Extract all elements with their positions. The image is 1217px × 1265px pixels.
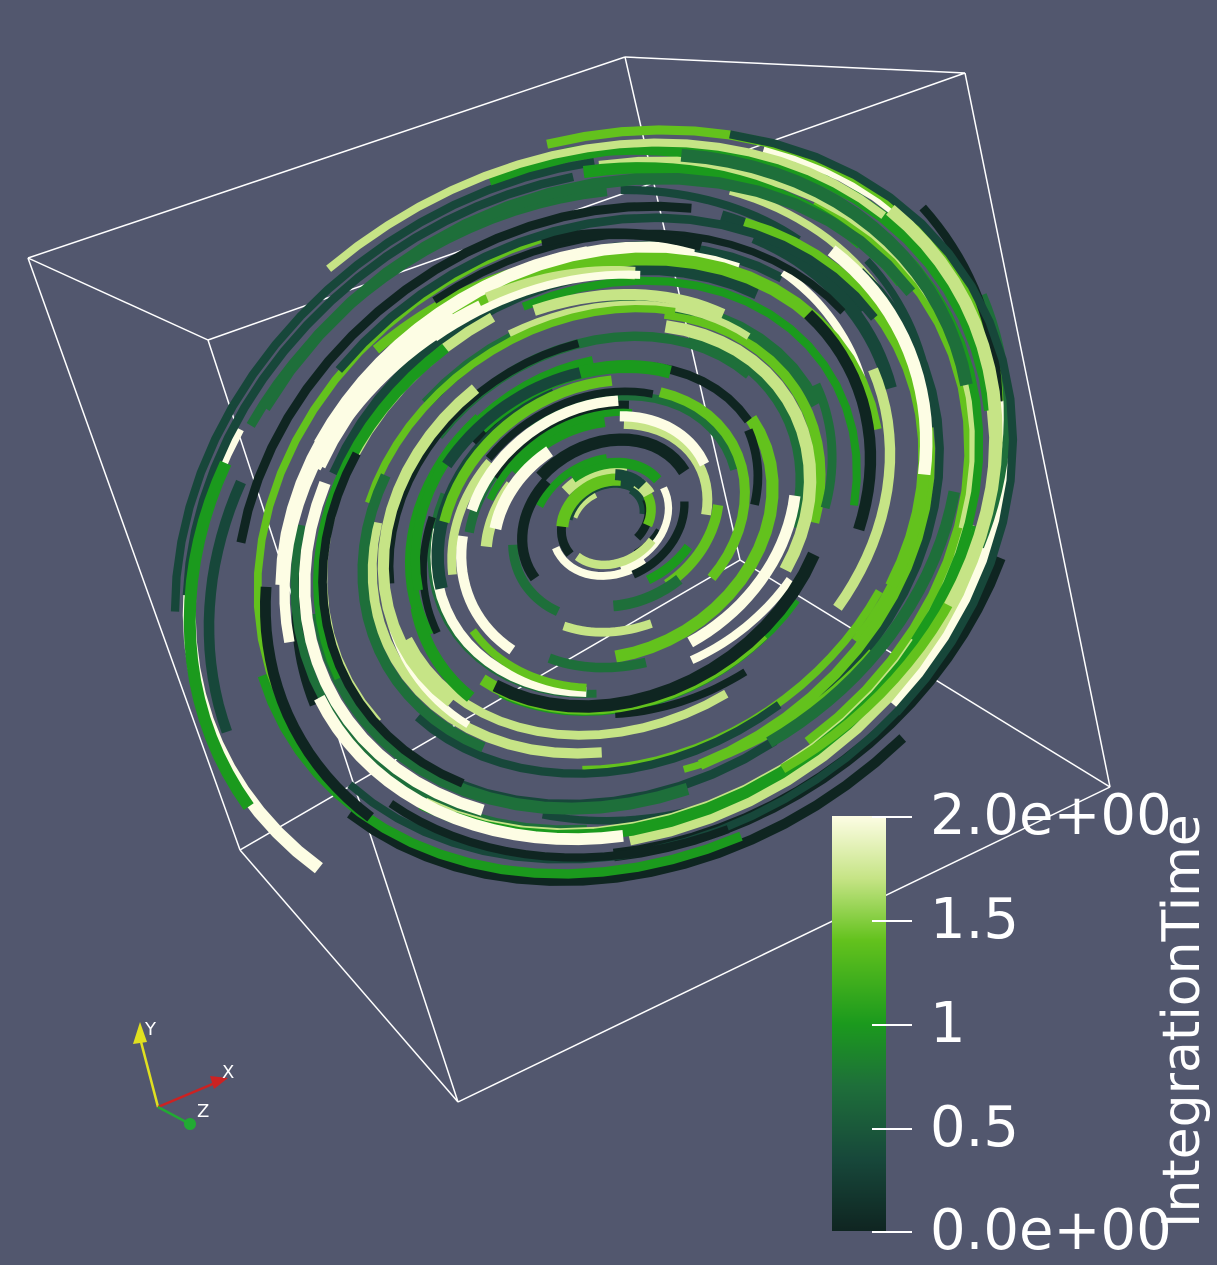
streamline-tube bbox=[552, 545, 648, 580]
axis-label-y: Y bbox=[145, 1019, 156, 1040]
streamline-tube bbox=[260, 173, 916, 411]
streamline-tube bbox=[804, 310, 877, 532]
streamline-tube bbox=[664, 320, 817, 573]
streamline-tube bbox=[182, 172, 575, 596]
streamline-tube bbox=[643, 492, 656, 528]
streamline-tube bbox=[419, 515, 441, 635]
streamline-tube bbox=[663, 308, 826, 524]
streamline-tube bbox=[236, 201, 692, 544]
streamline-tube bbox=[547, 653, 647, 673]
streamline-tube bbox=[507, 300, 751, 340]
streamline-tubes bbox=[170, 125, 1018, 886]
streamline-tube bbox=[259, 586, 374, 822]
streamline-tube bbox=[314, 694, 624, 846]
streamline-tube bbox=[456, 535, 516, 655]
streamline-tube bbox=[645, 543, 693, 585]
streamline-tube bbox=[574, 537, 656, 570]
axis-label-z: Z bbox=[197, 1101, 210, 1122]
streamline-tube bbox=[680, 148, 973, 387]
streamline-tube bbox=[203, 479, 246, 734]
streamline-tube bbox=[561, 463, 628, 496]
scalar-bar-label-max: 2.0e+00 bbox=[930, 783, 1172, 848]
scalar-bar-label-0-5: 0.5 bbox=[930, 1095, 1020, 1160]
orientation-axes bbox=[133, 1022, 228, 1130]
streamline-tube bbox=[410, 606, 475, 702]
streamline-tube bbox=[689, 577, 794, 664]
scalar-bar-gradient bbox=[832, 816, 886, 1231]
streamline-tube bbox=[377, 384, 480, 707]
streamline-tube bbox=[658, 387, 750, 581]
streamline-tube bbox=[614, 415, 779, 663]
streamline-tube bbox=[388, 800, 730, 862]
streamline-tube bbox=[744, 428, 763, 506]
streamline-tube bbox=[439, 375, 613, 524]
scalar-bar-ticks bbox=[872, 816, 912, 1233]
streamline-tube bbox=[492, 551, 820, 713]
streamline-tube bbox=[326, 138, 887, 272]
streamline-tube bbox=[335, 213, 878, 373]
streamline-tube bbox=[827, 245, 933, 476]
streamline-tube bbox=[507, 414, 606, 476]
streamline-tube bbox=[623, 419, 713, 516]
scalar-bar-label-1-5: 1.5 bbox=[930, 887, 1020, 952]
streamline-tube bbox=[318, 451, 465, 788]
streamline-tube bbox=[686, 332, 807, 529]
streamline-tube bbox=[620, 185, 801, 244]
scalar-bar-title: IntegrationTime bbox=[1152, 814, 1212, 1228]
streamline-tube bbox=[183, 460, 254, 810]
streamline-tube bbox=[766, 490, 960, 748]
streamline-tube bbox=[619, 411, 710, 467]
streamline-tube bbox=[517, 477, 551, 582]
streamline-tube bbox=[864, 257, 936, 428]
streamline-tube bbox=[170, 157, 595, 612]
streamline-tube bbox=[556, 473, 622, 528]
streamline-tube bbox=[508, 544, 561, 616]
streamline-tube bbox=[664, 504, 724, 589]
streamline-tube bbox=[532, 288, 726, 320]
streamline-tube bbox=[614, 668, 748, 718]
streamline-tube bbox=[751, 231, 897, 390]
streamline-tube bbox=[347, 734, 907, 886]
streamline-tube bbox=[432, 270, 641, 342]
streamline-tube bbox=[366, 521, 602, 759]
scalar-bar[interactable] bbox=[832, 816, 912, 1233]
streamline-tube bbox=[631, 501, 689, 579]
streamline-tube bbox=[489, 446, 554, 531]
streamline-tube bbox=[466, 395, 619, 513]
streamline-tube bbox=[536, 454, 608, 508]
streamline-tube bbox=[614, 469, 647, 490]
streamline-tube bbox=[886, 205, 1003, 609]
streamline-tube bbox=[257, 673, 743, 879]
streamline-tube bbox=[312, 611, 690, 815]
streamline-tube bbox=[357, 473, 486, 753]
streamline-tube bbox=[404, 636, 729, 740]
streamline-tube bbox=[687, 494, 801, 648]
streamline-tube bbox=[469, 628, 587, 692]
streamline-tube bbox=[521, 276, 861, 506]
streamline-tube bbox=[442, 367, 582, 469]
streamline-tube bbox=[447, 459, 494, 575]
streamline-tube bbox=[562, 619, 653, 637]
streamline-tube bbox=[486, 408, 633, 502]
streamline-tube bbox=[536, 433, 690, 482]
scalar-bar-label-1: 1 bbox=[930, 991, 966, 1056]
streamline-tube bbox=[540, 228, 703, 251]
axis-label-x: X bbox=[222, 1062, 235, 1083]
streamline-tube bbox=[569, 457, 662, 484]
streamline-tube bbox=[729, 130, 1018, 716]
streamline-tube bbox=[811, 382, 837, 510]
streamline-tube bbox=[275, 246, 589, 586]
streamline-tube bbox=[365, 304, 676, 505]
scalar-bar-label-min: 0.0e+00 bbox=[930, 1198, 1172, 1263]
streamline-tube bbox=[612, 574, 683, 612]
streamline-tube bbox=[299, 480, 485, 816]
streamline-tube bbox=[833, 367, 896, 611]
streamline-tube bbox=[414, 701, 782, 778]
streamline-tube bbox=[485, 387, 654, 461]
